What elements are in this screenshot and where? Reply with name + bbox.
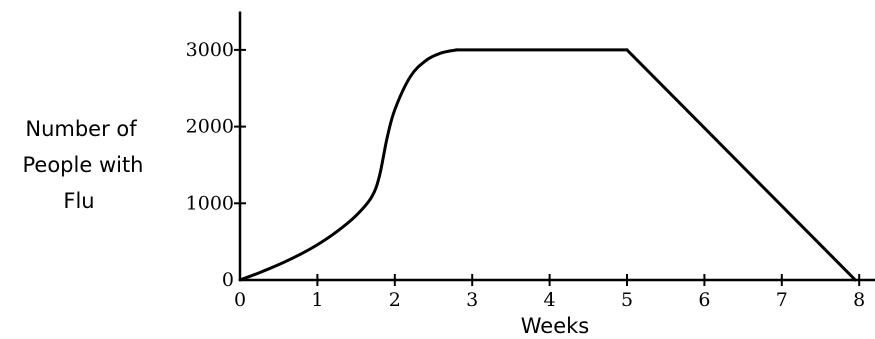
x-tick-label: 0 bbox=[234, 289, 246, 311]
series-line-segment-1 bbox=[238, 48, 459, 282]
x-tick-label: 2 bbox=[389, 289, 401, 311]
y-tick-label: 1000 bbox=[186, 192, 234, 214]
y-tick-label: 2000 bbox=[186, 116, 234, 138]
x-tick-label: 8 bbox=[853, 289, 865, 311]
axes bbox=[238, 11, 875, 282]
y-ticks: 0 1000 2000 3000 bbox=[186, 39, 246, 291]
x-tick-label: 5 bbox=[621, 289, 633, 311]
x-tick-label: 4 bbox=[544, 289, 556, 311]
y-tick-label: 3000 bbox=[186, 39, 234, 61]
x-tick-label: 7 bbox=[776, 289, 788, 311]
series-line-segment-3 bbox=[625, 48, 857, 282]
y-axis-title-line-2: People with bbox=[23, 153, 144, 177]
x-tick-label: 6 bbox=[698, 289, 710, 311]
series bbox=[238, 48, 857, 282]
y-axis-title-line-3: Flu bbox=[63, 189, 94, 213]
x-tick-label: 3 bbox=[466, 289, 478, 311]
x-tick-label: 1 bbox=[311, 289, 323, 311]
y-axis-title-line-1: Number of bbox=[25, 117, 137, 141]
x-ticks: 0 1 2 3 4 5 6 7 8 bbox=[234, 274, 865, 311]
y-axis-title: Number of People with Flu bbox=[23, 117, 144, 213]
x-axis-title: Weeks bbox=[521, 314, 589, 338]
y-tick-label: 0 bbox=[222, 269, 234, 291]
